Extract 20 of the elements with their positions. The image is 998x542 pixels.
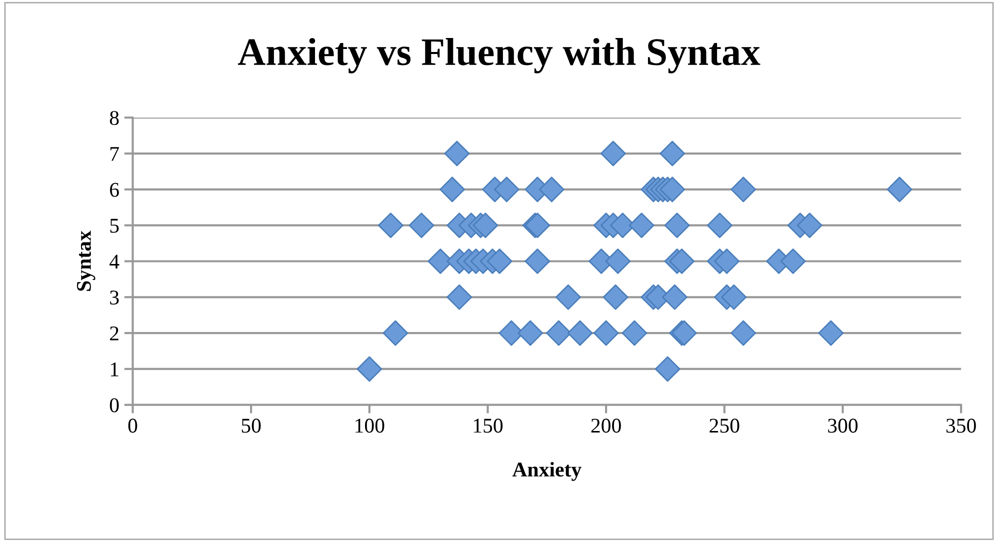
y-tick-label: 6	[110, 182, 119, 197]
y-tick-label: 3	[110, 290, 119, 305]
y-tick-label: 1	[110, 362, 118, 376]
x-tick-label: 250	[710, 418, 740, 433]
y-tick-label: 0	[110, 398, 119, 412]
y-tick-label: 8	[110, 110, 119, 126]
x-tick-label: 300	[828, 418, 858, 433]
x-tick-label: 100	[356, 418, 384, 433]
y-axis-title: Syntax	[76, 230, 96, 291]
x-axis-title: Anxiety	[512, 462, 582, 481]
x-tick-label: 200	[591, 418, 621, 433]
y-tick-label: 5	[110, 218, 119, 233]
x-tick-label: 150	[474, 418, 503, 433]
x-tick-label: 50	[242, 418, 261, 433]
y-tick-label: 4	[110, 254, 120, 268]
x-tick-label: 0	[128, 418, 138, 433]
chart-title: Anxiety vs Fluency with Syntax	[238, 38, 760, 74]
y-tick-label: 2	[110, 326, 118, 340]
y-tick-label: 7	[110, 147, 119, 161]
x-tick-label: 350	[946, 418, 976, 433]
